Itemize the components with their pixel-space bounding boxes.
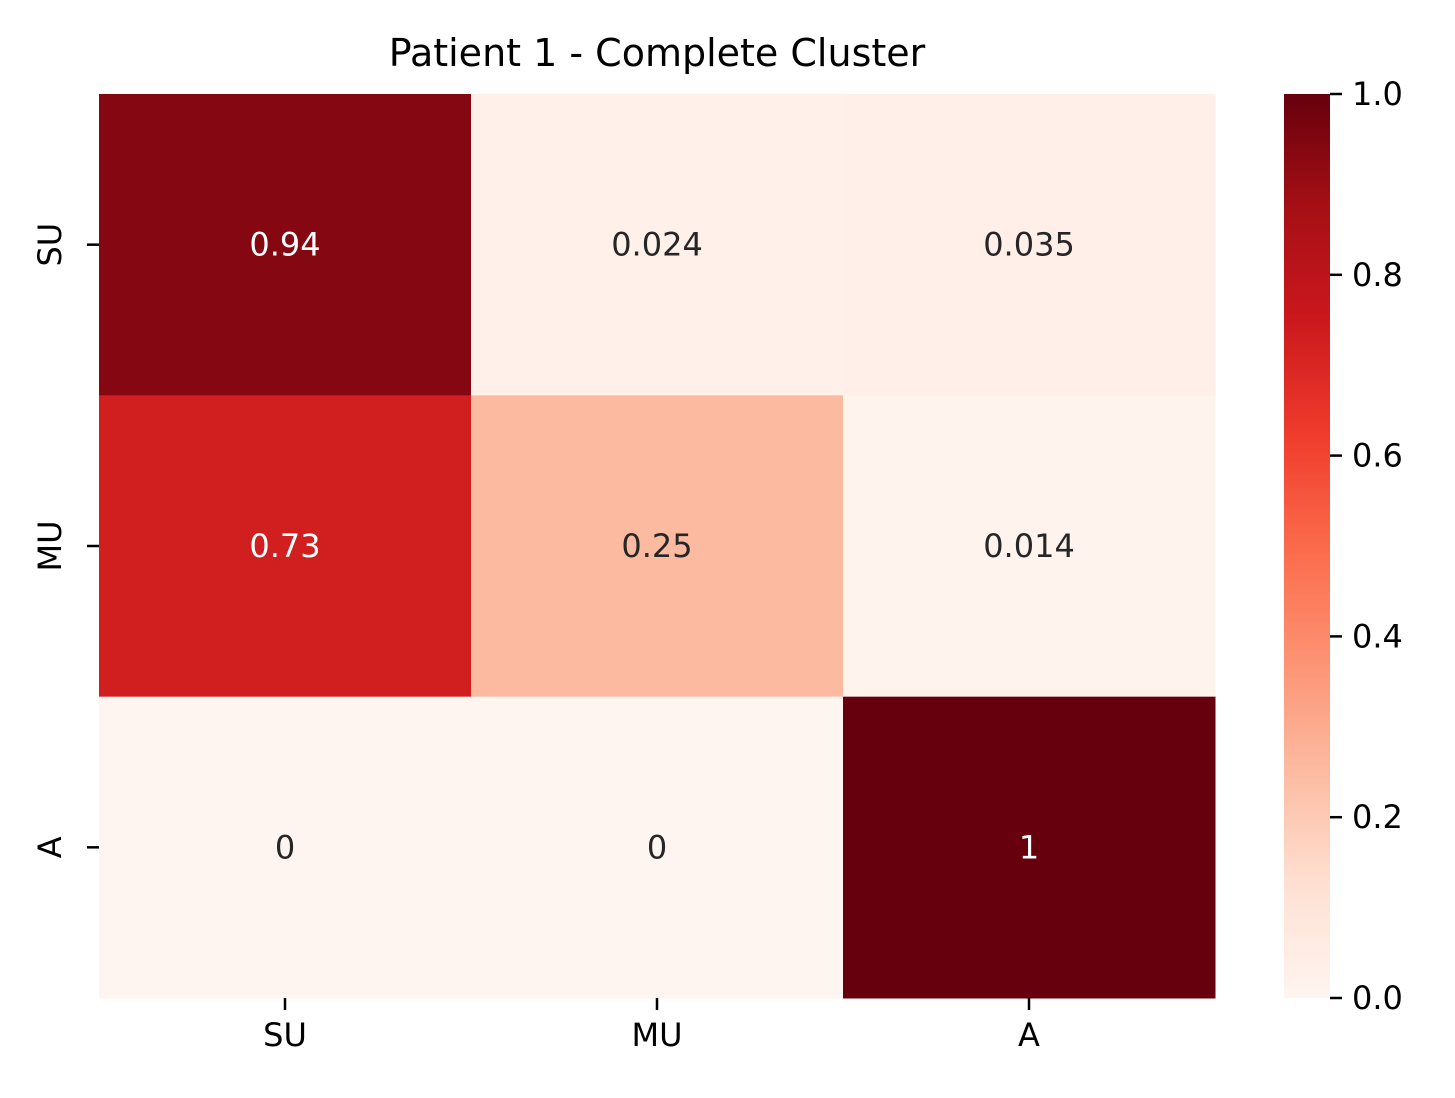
chart-title: Patient 1 - Complete Cluster xyxy=(389,31,926,75)
x-tick-label: SU xyxy=(263,1016,307,1054)
heatmap-cell xyxy=(99,696,472,999)
colorbar-tick-label: 0.4 xyxy=(1352,617,1403,655)
heatmap-cell xyxy=(99,94,472,396)
heatmap-cell xyxy=(843,94,1216,396)
colorbar-gradient xyxy=(1284,94,1330,998)
y-tick-label: A xyxy=(31,836,69,858)
cell-value-label: 0.035 xyxy=(983,226,1075,264)
cell-value-label: 0.94 xyxy=(249,226,320,264)
y-axis: SU MU A xyxy=(31,223,99,858)
cell-value-label: 0.73 xyxy=(249,527,320,565)
cell-value-label: 1 xyxy=(1019,828,1039,866)
x-axis: SU MU A xyxy=(263,998,1040,1054)
heatmap-cell xyxy=(843,696,1216,999)
cell-value-label: 0 xyxy=(275,828,295,866)
cell-annotations: 0.94 0.024 0.035 0.73 0.25 0.014 0 0 1 xyxy=(249,226,1074,867)
cell-value-label: 0.014 xyxy=(983,527,1075,565)
heatmap-cell xyxy=(99,395,472,698)
colorbar-tick-label: 0.8 xyxy=(1352,256,1403,294)
x-tick-label: A xyxy=(1018,1016,1040,1054)
x-tick-label: MU xyxy=(631,1016,682,1054)
cell-value-label: 0.25 xyxy=(621,527,692,565)
cell-value-label: 0.024 xyxy=(611,226,703,264)
heatmap-cells xyxy=(99,94,1216,999)
colorbar-tick-label: 1.0 xyxy=(1352,75,1403,113)
heatmap-cell xyxy=(471,395,844,698)
colorbar-tick-label: 0.0 xyxy=(1352,979,1403,1017)
colorbar: 0.0 0.2 0.4 0.6 0.8 1.0 xyxy=(1284,75,1403,1017)
y-tick-label: SU xyxy=(31,223,69,267)
cell-value-label: 0 xyxy=(647,828,667,866)
heatmap-cell xyxy=(843,395,1216,698)
colorbar-tick-label: 0.6 xyxy=(1352,437,1403,475)
colorbar-tick-label: 0.2 xyxy=(1352,798,1403,836)
y-tick-label: MU xyxy=(31,520,69,571)
heatmap-cell xyxy=(471,696,844,999)
heatmap-cell xyxy=(471,94,844,396)
